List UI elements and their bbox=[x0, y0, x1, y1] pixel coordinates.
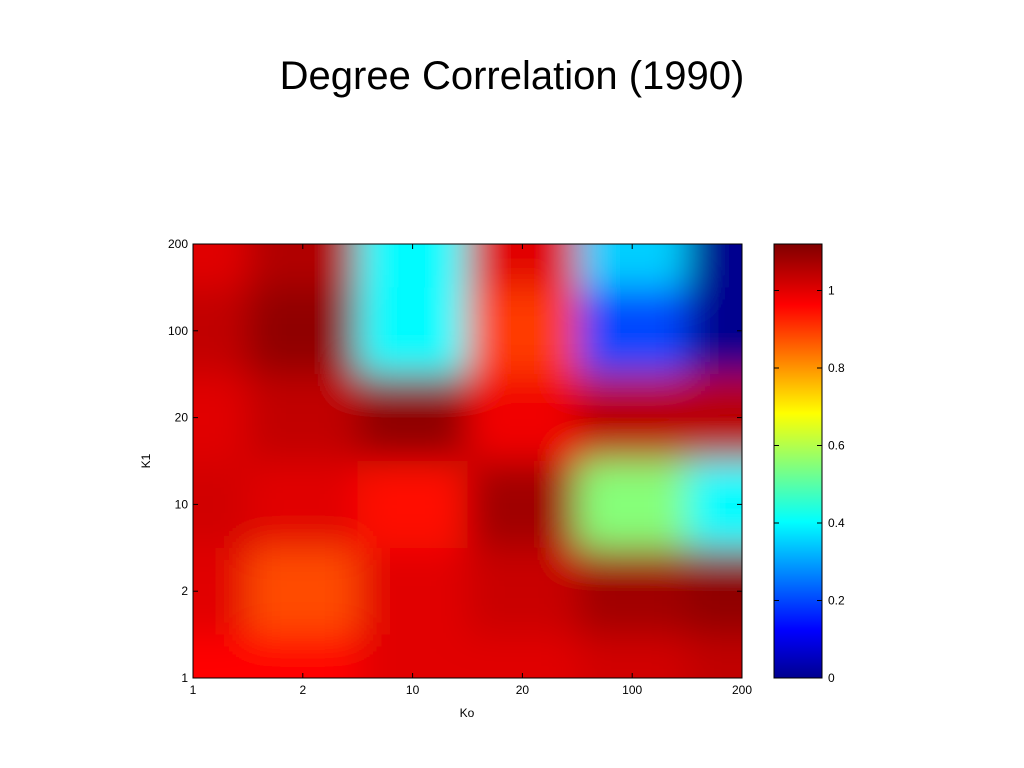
heatmap-cell bbox=[247, 634, 358, 678]
colorbar-ticks: 0 0.2 0.4 0.6 0.8 1 bbox=[774, 284, 845, 685]
heatmap-cell bbox=[467, 374, 578, 461]
plot-area bbox=[192, 243, 743, 679]
heatmap-cell bbox=[357, 374, 468, 461]
heatmap-cell bbox=[193, 461, 248, 548]
heatmap-cell bbox=[577, 287, 688, 375]
y-tick-label: 10 bbox=[175, 497, 189, 511]
heatmap-cell bbox=[467, 634, 578, 678]
heatmap-cell bbox=[357, 287, 468, 375]
heatmap-cells bbox=[193, 244, 742, 678]
y-axis: 1 2 10 20 100 200 bbox=[168, 237, 742, 685]
y-axis-label: K1 bbox=[139, 453, 153, 468]
colorbar-tick-label: 0.8 bbox=[828, 361, 845, 375]
heatmap-cell bbox=[577, 244, 688, 288]
heatmap-cell bbox=[357, 244, 468, 288]
colorbar-tick-label: 0 bbox=[828, 671, 835, 685]
plot-frame bbox=[192, 243, 743, 679]
y-tick-label: 200 bbox=[168, 237, 188, 251]
heatmap-cell bbox=[467, 547, 578, 635]
heatmap-cell bbox=[247, 461, 358, 548]
heatmap-cell bbox=[577, 461, 688, 548]
heatmap-cell bbox=[467, 244, 578, 288]
heatmap-cell bbox=[193, 547, 248, 635]
x-tick-label: 10 bbox=[406, 683, 420, 697]
heatmap-cell bbox=[247, 287, 358, 375]
heatmap-cell bbox=[357, 461, 468, 548]
heatmap-cell bbox=[247, 547, 358, 635]
x-tick-label: 200 bbox=[732, 683, 752, 697]
heatmap-cell bbox=[687, 634, 742, 678]
colorbar-tick-label: 0.4 bbox=[828, 516, 845, 530]
heatmap-cell bbox=[247, 374, 358, 461]
heatmap-cell bbox=[687, 287, 742, 375]
heatmap-cell bbox=[193, 634, 248, 678]
x-tick-label: 100 bbox=[622, 683, 642, 697]
heatmap-cell bbox=[577, 634, 688, 678]
heatmap-cell bbox=[577, 374, 688, 461]
heatmap-cell bbox=[193, 287, 248, 375]
chart-title: Degree Correlation (1990) bbox=[279, 54, 745, 98]
colorbar-tick-label: 0.2 bbox=[828, 594, 845, 608]
colorbar-tick-label: 0.6 bbox=[828, 439, 845, 453]
heatmap-cell bbox=[687, 374, 742, 461]
x-tick-label: 20 bbox=[516, 683, 530, 697]
heatmap-cell bbox=[357, 634, 468, 678]
colorbar: 0 0.2 0.4 0.6 0.8 1 bbox=[773, 243, 845, 685]
heatmap-cell bbox=[467, 461, 578, 548]
heatmap-cell bbox=[193, 374, 248, 461]
y-tick-label: 2 bbox=[181, 584, 188, 598]
y-tick-label: 100 bbox=[168, 324, 188, 338]
heatmap-cell bbox=[193, 244, 248, 288]
heatmap-cell bbox=[687, 547, 742, 635]
heatmap-cell bbox=[687, 461, 742, 548]
colorbar-gradient bbox=[773, 243, 823, 679]
heatmap-cell bbox=[247, 244, 358, 288]
y-tick-label: 1 bbox=[181, 671, 188, 685]
x-axis-label: Ko bbox=[460, 706, 475, 720]
heatmap-cell bbox=[687, 244, 742, 288]
heatmap-cell bbox=[357, 547, 468, 635]
colorbar-tick-label: 1 bbox=[828, 284, 835, 298]
y-tick-label: 20 bbox=[175, 411, 189, 425]
x-tick-label: 2 bbox=[299, 683, 306, 697]
x-axis: 1 2 10 20 100 200 bbox=[190, 244, 752, 697]
heatmap-cell bbox=[467, 287, 578, 375]
heatmap-cell bbox=[577, 547, 688, 635]
x-tick-label: 1 bbox=[190, 683, 197, 697]
